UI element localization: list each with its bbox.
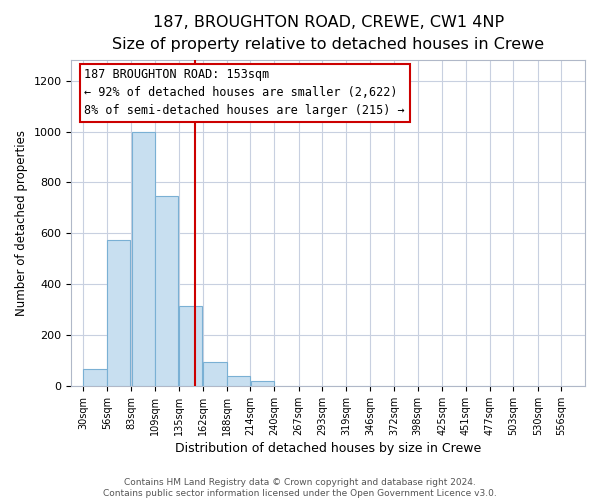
Text: 187 BROUGHTON ROAD: 153sqm
← 92% of detached houses are smaller (2,622)
8% of se: 187 BROUGHTON ROAD: 153sqm ← 92% of deta… — [84, 68, 405, 117]
Text: Contains HM Land Registry data © Crown copyright and database right 2024.
Contai: Contains HM Land Registry data © Crown c… — [103, 478, 497, 498]
Title: 187, BROUGHTON ROAD, CREWE, CW1 4NP
Size of property relative to detached houses: 187, BROUGHTON ROAD, CREWE, CW1 4NP Size… — [112, 15, 544, 52]
Bar — [251, 382, 274, 386]
Bar — [107, 240, 130, 386]
Bar — [155, 196, 178, 386]
Y-axis label: Number of detached properties: Number of detached properties — [15, 130, 28, 316]
X-axis label: Distribution of detached houses by size in Crewe: Distribution of detached houses by size … — [175, 442, 481, 455]
Bar — [203, 362, 227, 386]
Bar — [227, 376, 250, 386]
Bar — [179, 306, 202, 386]
Bar — [83, 370, 107, 386]
Bar — [131, 132, 155, 386]
